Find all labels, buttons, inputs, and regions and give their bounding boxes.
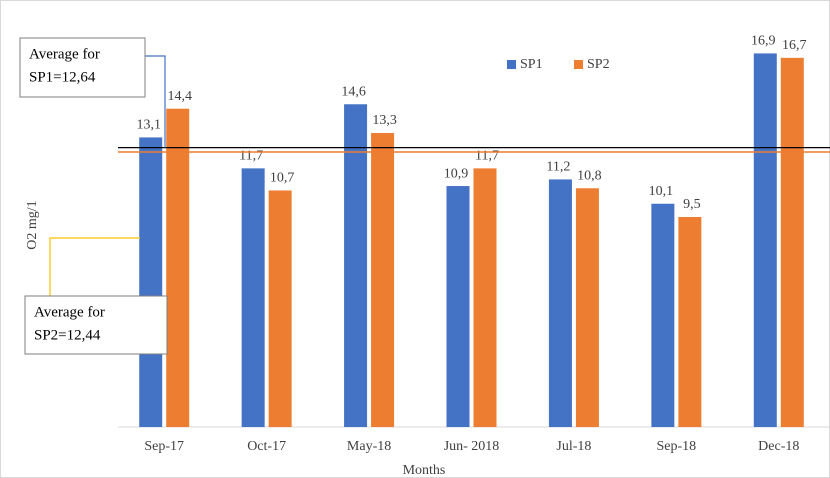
leader-line bbox=[145, 55, 166, 148]
data-label: 9,5 bbox=[683, 197, 701, 212]
annotation-text: SP1=12,64 bbox=[29, 69, 96, 85]
legend-swatch bbox=[507, 60, 516, 69]
x-tick-label: Jul-18 bbox=[556, 439, 591, 454]
bar bbox=[575, 188, 599, 427]
data-label: 16,7 bbox=[782, 38, 807, 53]
bar bbox=[548, 179, 572, 427]
bar bbox=[678, 217, 702, 427]
data-label: 14,4 bbox=[167, 89, 192, 104]
bar bbox=[166, 108, 190, 428]
bar bbox=[344, 104, 368, 428]
bar bbox=[780, 57, 804, 428]
data-label: 11,7 bbox=[239, 149, 263, 164]
legend-swatch bbox=[574, 60, 583, 69]
annotation-text: Average for bbox=[34, 304, 105, 320]
bar bbox=[241, 168, 265, 428]
annotation-text: SP2=12,44 bbox=[34, 327, 101, 343]
data-label: 10,9 bbox=[444, 166, 469, 181]
annotation-text: Average for bbox=[29, 46, 100, 62]
data-label: 11,7 bbox=[475, 149, 499, 164]
annotation-box bbox=[19, 37, 146, 98]
bar bbox=[446, 186, 470, 427]
data-label: 10,7 bbox=[270, 171, 295, 186]
bar bbox=[473, 168, 497, 428]
annotation-box bbox=[24, 295, 168, 355]
bar bbox=[139, 137, 163, 427]
x-tick-label: Sep-17 bbox=[144, 439, 184, 454]
bar bbox=[268, 190, 292, 427]
x-tick-label: Oct-17 bbox=[247, 439, 286, 454]
x-tick-label: Jun- 2018 bbox=[444, 439, 500, 454]
x-axis-label: Months bbox=[403, 463, 446, 478]
data-label: 13,3 bbox=[372, 113, 397, 128]
x-tick-label: Dec-18 bbox=[758, 439, 799, 454]
data-label: 11,2 bbox=[546, 160, 570, 175]
y-axis-label: O2 mg/1 bbox=[25, 200, 40, 249]
data-label: 10,1 bbox=[649, 184, 674, 199]
bar bbox=[371, 133, 395, 427]
x-tick-label: Sep-18 bbox=[657, 439, 697, 454]
x-tick-label: May-18 bbox=[347, 439, 391, 454]
legend-label: SP1 bbox=[520, 57, 543, 72]
data-label: 10,8 bbox=[577, 168, 602, 183]
data-label: 16,9 bbox=[751, 34, 776, 49]
data-label: 14,6 bbox=[341, 84, 366, 99]
leader-line bbox=[49, 237, 140, 296]
legend-label: SP2 bbox=[587, 57, 610, 72]
bar bbox=[651, 203, 675, 427]
bar bbox=[753, 53, 777, 427]
data-label: 13,1 bbox=[136, 118, 161, 133]
